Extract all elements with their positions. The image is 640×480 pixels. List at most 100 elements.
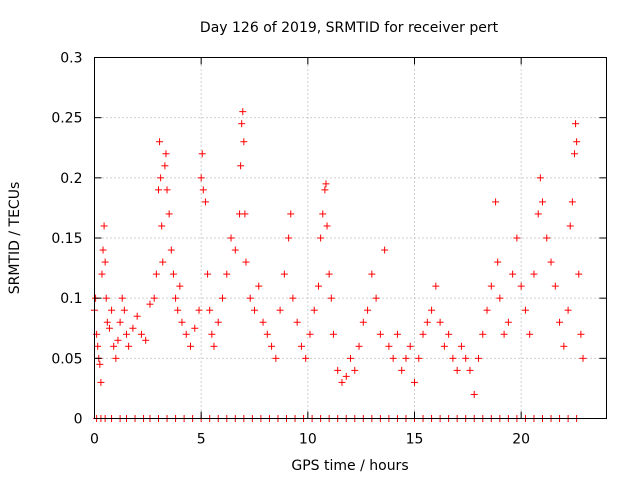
x-tick-label: 20: [512, 432, 530, 448]
data-point: [219, 294, 226, 302]
data-point: [208, 330, 216, 338]
data-point: [381, 246, 389, 254]
data-point: [504, 318, 512, 326]
data-point: [158, 222, 166, 230]
data-point: [280, 270, 288, 278]
data-point: [102, 294, 110, 302]
data-point: [479, 330, 487, 338]
data-point: [521, 306, 529, 314]
data-point: [376, 330, 384, 338]
data-point: [573, 138, 581, 146]
data-point: [571, 150, 578, 158]
data-point: [251, 306, 258, 314]
data-point: [310, 306, 318, 314]
data-point: [415, 354, 423, 362]
data-point: [103, 318, 111, 326]
data-point: [526, 330, 534, 338]
data-point: [306, 330, 314, 338]
data-point: [423, 318, 431, 326]
data-point: [155, 186, 162, 194]
data-point: [178, 318, 186, 326]
data-point: [368, 270, 376, 278]
data-point: [162, 150, 170, 158]
data-point: [174, 306, 182, 314]
data-point: [199, 186, 207, 194]
data-point: [402, 354, 410, 362]
data-point: [259, 318, 267, 326]
grid-layer: [94, 57, 607, 419]
data-point: [206, 306, 214, 314]
data-point: [432, 282, 440, 290]
data-point: [453, 366, 461, 374]
data-point: [539, 198, 546, 206]
data-point: [116, 318, 124, 326]
data-point: [182, 330, 190, 338]
data-point: [551, 282, 559, 290]
data-point: [169, 270, 177, 278]
data-point: [568, 198, 576, 206]
data-point: [321, 186, 329, 194]
data-point: [204, 270, 212, 278]
data-point: [276, 306, 284, 314]
data-point: [223, 270, 231, 278]
data-point: [214, 318, 222, 326]
data-point: [210, 342, 218, 350]
data-point: [96, 360, 104, 368]
data-point: [543, 234, 551, 242]
data-point: [195, 306, 203, 314]
data-point: [372, 294, 380, 302]
data-point: [142, 336, 150, 344]
data-point: [556, 318, 564, 326]
data-point: [393, 330, 401, 338]
data-point: [293, 318, 301, 326]
data-point: [239, 108, 247, 116]
data-point: [496, 294, 504, 302]
chart-title: Day 126 of 2019, SRMTID for receiver per…: [200, 20, 499, 36]
data-point: [475, 354, 482, 362]
y-tick-label: 0.05: [51, 351, 82, 367]
data-point: [364, 306, 372, 314]
data-point: [355, 342, 363, 350]
data-point: [315, 282, 322, 290]
data-point: [172, 294, 180, 302]
data-point: [317, 234, 325, 242]
data-point: [197, 174, 205, 182]
data-point: [560, 342, 568, 350]
x-tick-labels: 0 5 10 15 20: [90, 432, 530, 448]
data-point: [530, 270, 538, 278]
data-point: [133, 312, 141, 320]
data-point: [238, 120, 246, 128]
data-point: [457, 342, 465, 350]
data-point: [112, 354, 120, 362]
y-tick-label: 0: [74, 412, 83, 428]
data-point: [297, 342, 305, 350]
data-point: [157, 174, 165, 182]
data-point: [579, 354, 587, 362]
data-point: [572, 120, 580, 128]
data-point: [176, 282, 184, 290]
data-point: [411, 378, 418, 386]
data-point: [242, 258, 250, 266]
y-tick-label: 0.25: [51, 111, 82, 127]
data-point: [351, 366, 359, 374]
y-tick-label: 0.2: [60, 171, 82, 187]
data-point: [255, 282, 263, 290]
data-point: [97, 378, 105, 386]
data-point: [165, 210, 173, 218]
data-point: [494, 258, 502, 266]
data-point: [241, 210, 249, 218]
data-point: [342, 372, 350, 380]
data-point: [436, 318, 444, 326]
data-point: [547, 258, 555, 266]
data-point: [240, 138, 248, 146]
data-point: [500, 330, 508, 338]
data-point: [150, 294, 158, 302]
data-point: [94, 342, 102, 350]
data-point: [509, 270, 517, 278]
data-point: [152, 270, 160, 278]
x-tick-label: 5: [197, 432, 206, 448]
data-point: [129, 324, 137, 332]
data-point: [440, 342, 448, 350]
data-point: [99, 246, 107, 254]
data-point: [517, 282, 525, 290]
